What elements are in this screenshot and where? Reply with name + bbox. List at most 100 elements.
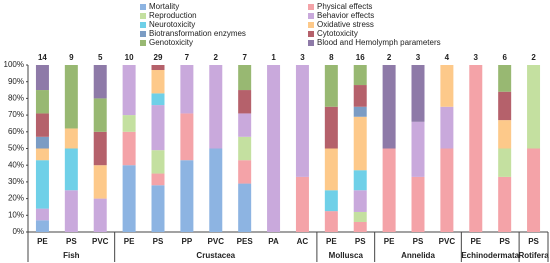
bar-segment [180, 113, 194, 161]
x-tick-label: PS [355, 237, 366, 246]
bar-segment [151, 185, 165, 232]
bar-segment [238, 113, 252, 137]
bar-segment [122, 65, 136, 116]
legend-label: Biotransformation enzymes [149, 29, 246, 38]
bar-segment [498, 91, 512, 121]
y-tick-label: 90% [8, 77, 24, 86]
y-tick-label: 100% [4, 60, 24, 69]
bar-segment [93, 131, 107, 166]
sample-size: 16 [356, 53, 365, 62]
bar-segment [93, 165, 107, 199]
bar-segment [151, 70, 165, 94]
bar-segment [238, 65, 252, 91]
group-label: Mollusca [329, 251, 364, 260]
bar-segment [180, 160, 194, 232]
bar-segment [324, 190, 338, 212]
bar-segment [209, 148, 223, 232]
sample-size: 4 [445, 53, 450, 62]
bar-segment [527, 65, 541, 149]
x-tick-label: PVC [92, 237, 109, 246]
legend-label: Neurotoxicity [149, 20, 195, 29]
legend-swatch [140, 22, 146, 28]
bar-segment [35, 90, 49, 114]
bar-segment [295, 65, 309, 177]
legend-swatch [140, 40, 146, 46]
x-tick-label: PE [384, 237, 395, 246]
sample-size: 8 [329, 53, 334, 62]
bar-segment [267, 65, 281, 232]
y-tick-label: 60% [8, 127, 24, 136]
legend-label: Genotoxicity [149, 38, 193, 47]
bar-segment [411, 121, 425, 177]
sample-size: 6 [502, 53, 507, 62]
bar-segment [238, 136, 252, 161]
legend-swatch [308, 13, 314, 19]
bar-segment [151, 150, 165, 174]
sample-size: 7 [185, 53, 190, 62]
bar-segment [64, 148, 78, 191]
group-label: Annelida [401, 251, 435, 260]
x-tick-label: PE [326, 237, 337, 246]
x-tick-label: PP [182, 237, 193, 246]
x-tick-label: PVC [439, 237, 456, 246]
y-tick-label: 10% [8, 210, 24, 219]
bar-segment [122, 115, 136, 132]
bar-segment [64, 190, 78, 232]
sample-size: 7 [242, 53, 247, 62]
bar-segment [93, 98, 107, 132]
bar-segment [498, 120, 512, 149]
bar-segment [440, 65, 454, 107]
bar-segment [353, 106, 367, 117]
bar-segment [411, 176, 425, 232]
bar-segment [35, 208, 49, 221]
sample-size: 3 [416, 53, 421, 62]
group-label: Echinodermata [461, 251, 519, 260]
legend-swatch [308, 31, 314, 37]
sample-size: 2 [387, 53, 392, 62]
bar-segment [324, 65, 338, 107]
sample-size: 5 [98, 53, 103, 62]
bar-segment [324, 211, 338, 232]
x-tick-label: PS [153, 237, 164, 246]
bar-segment [440, 106, 454, 149]
bar-segment [527, 148, 541, 232]
bar-segment [498, 65, 512, 92]
x-tick-label: PE [124, 237, 135, 246]
sample-size: 10 [125, 53, 134, 62]
y-tick-label: 20% [8, 194, 24, 203]
legend-swatch [308, 4, 314, 10]
legend-label: Physical effects [317, 2, 372, 11]
legend-swatch [140, 31, 146, 37]
group-label: Crustacea [196, 251, 235, 260]
bar-segment [122, 131, 136, 166]
y-tick-label: 80% [8, 94, 24, 103]
bar-segment [35, 148, 49, 161]
bar-segment [382, 148, 396, 232]
bar-segment [151, 173, 165, 186]
bar-segment [238, 160, 252, 184]
bar-segment [35, 113, 49, 137]
bar-segment [35, 65, 49, 91]
y-tick-label: 0% [12, 227, 24, 236]
x-tick-label: PA [268, 237, 279, 246]
bar-segment [93, 65, 107, 99]
bar-segment [353, 190, 367, 212]
bar-segment [64, 65, 78, 129]
bar-segment [238, 183, 252, 232]
x-tick-label: PE [470, 237, 481, 246]
group-label: Fish [63, 251, 80, 260]
legend-label: Blood and Hemolymph parameters [317, 38, 441, 47]
x-tick-label: PE [37, 237, 48, 246]
legend-label: Oxidative stress [317, 20, 374, 29]
legend-label: Reproduction [149, 11, 197, 20]
legend-swatch [140, 4, 146, 10]
x-tick-label: PS [413, 237, 424, 246]
legend-label: Cytotoxicity [317, 29, 358, 38]
bar-segment [64, 128, 78, 149]
y-tick-label: 40% [8, 160, 24, 169]
bar-segment [209, 65, 223, 149]
sample-size: 1 [271, 53, 276, 62]
x-tick-label: PES [237, 237, 254, 246]
bar-segment [353, 221, 367, 232]
sample-size: 9 [69, 53, 74, 62]
